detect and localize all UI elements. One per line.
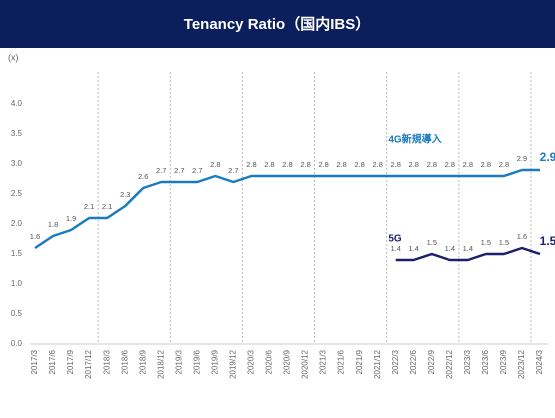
data-label: 2.7 (156, 166, 166, 175)
x-tick-label: 2017/9 (66, 349, 75, 374)
data-label: 1.4 (445, 244, 455, 253)
x-tick-label: 2022/6 (409, 349, 418, 374)
x-tick-label: 2018/9 (138, 349, 147, 374)
x-tick-label: 2021/3 (319, 349, 328, 374)
data-label: 1.6 (517, 232, 527, 241)
data-label: 2.8 (318, 160, 328, 169)
y-tick-label: 4.0 (11, 99, 23, 108)
x-tick-label: 2017/6 (48, 349, 57, 374)
data-label: 2.8 (481, 160, 491, 169)
data-label: 1.9 (66, 214, 76, 223)
data-label: 2.6 (138, 172, 148, 181)
data-label: 1.5 (427, 238, 437, 247)
x-tick-label: 2020/6 (265, 349, 274, 374)
x-tick-label: 2017/3 (30, 349, 39, 374)
x-tick-label: 2023/6 (481, 349, 490, 374)
data-label: 2.1 (102, 202, 112, 211)
data-label: 1.5 (540, 234, 555, 248)
y-tick-label: 2.0 (11, 219, 23, 228)
title-bar (0, 0, 555, 48)
x-tick-label: 2021/12 (373, 349, 382, 378)
data-label: 2.8 (372, 160, 382, 169)
data-label: 1.4 (390, 244, 400, 253)
series-line (34, 168, 540, 250)
y-tick-label: 1.5 (11, 249, 23, 258)
y-tick-label: 0.5 (11, 309, 23, 318)
y-tick-label: 2.5 (11, 189, 23, 198)
data-label: 2.7 (174, 166, 184, 175)
x-tick-label: 2020/9 (283, 349, 292, 374)
x-tick-label: 2017/12 (84, 349, 93, 378)
data-label: 2.8 (499, 160, 509, 169)
data-label: 2.8 (264, 160, 274, 169)
x-tick-label: 2021/9 (355, 349, 364, 374)
data-label: 2.8 (445, 160, 455, 169)
data-label: 1.5 (481, 238, 491, 247)
data-label: 2.8 (409, 160, 419, 169)
x-tick-label: 2018/6 (120, 349, 129, 374)
y-tick-label: 3.0 (11, 159, 23, 168)
x-tick-label: 2023/9 (499, 349, 508, 374)
data-label: 2.8 (246, 160, 256, 169)
data-label: 2.8 (463, 160, 473, 169)
x-tick-label: 2021/6 (337, 349, 346, 374)
data-label: 2.8 (210, 160, 220, 169)
y-tick-label: 1.0 (11, 279, 23, 288)
x-tick-label: 2019/9 (210, 349, 219, 374)
y-tick-label: 0.0 (11, 339, 23, 348)
chart-title: Tenancy Ratio（国内IBS） (184, 15, 370, 33)
x-tick-label: 2019/12 (229, 349, 238, 378)
data-label: 2.1 (84, 202, 94, 211)
data-label: 2.7 (192, 166, 202, 175)
data-label: 2.9 (540, 150, 555, 164)
data-label: 2.8 (390, 160, 400, 169)
x-tick-label: 2023/12 (517, 349, 526, 378)
x-tick-label: 2018/3 (102, 349, 111, 374)
data-label: 2.8 (336, 160, 346, 169)
x-tick-label: 2020/3 (247, 349, 256, 374)
data-label: 2.9 (517, 154, 527, 163)
data-label: 2.7 (228, 166, 238, 175)
series-line (395, 246, 541, 262)
series-label: 4G新規導入 (388, 133, 441, 146)
data-label: 2.8 (282, 160, 292, 169)
x-tick-label: 2022/9 (427, 349, 436, 374)
x-tick-label: 2024/3 (535, 349, 544, 374)
data-label: 1.6 (30, 232, 40, 241)
data-label: 1.8 (48, 220, 58, 229)
series-label: 5G (388, 234, 402, 245)
x-tick-label: 2022/3 (391, 349, 400, 374)
data-label: 2.3 (120, 190, 130, 199)
x-tick-label: 2022/12 (445, 349, 454, 378)
x-tick-label: 2023/3 (463, 349, 472, 374)
x-tick-label: 2019/3 (174, 349, 183, 374)
data-label: 1.4 (463, 244, 473, 253)
data-label: 1.5 (499, 238, 509, 247)
x-tick-label: 2019/6 (192, 349, 201, 374)
x-tick-label: 2018/12 (156, 349, 165, 378)
data-label: 1.4 (409, 244, 419, 253)
y-axis-unit: (x) (8, 52, 19, 62)
x-tick-label: 2020/12 (301, 349, 310, 378)
data-label: 2.8 (354, 160, 364, 169)
data-label: 2.8 (427, 160, 437, 169)
y-tick-label: 3.5 (11, 129, 23, 138)
data-label: 2.8 (300, 160, 310, 169)
